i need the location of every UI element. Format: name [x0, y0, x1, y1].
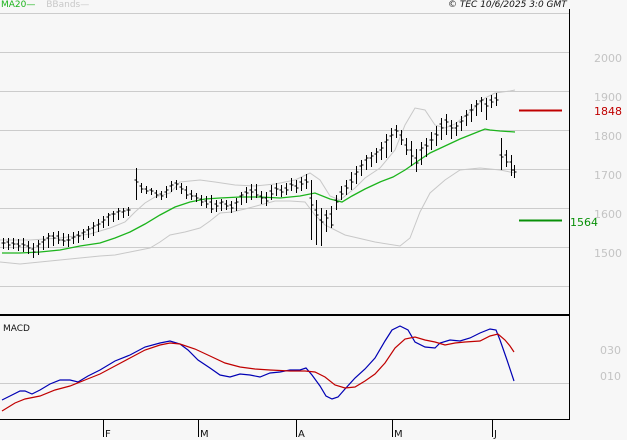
svg-text:1800: 1800	[594, 130, 622, 143]
svg-text:J: J	[493, 429, 497, 440]
y-axis-labels: 2000 1900 1800 1700 1600 1500	[594, 52, 622, 260]
svg-text:F: F	[105, 429, 111, 440]
svg-text:1700: 1700	[594, 169, 622, 182]
x-axis-ticks	[103, 420, 493, 437]
bband-lower-line	[0, 167, 516, 265]
svg-text:1600: 1600	[594, 208, 622, 221]
chart-legend: MA20— BBands—	[1, 0, 89, 11]
bband-upper-line	[0, 89, 516, 241]
svg-text:M: M	[394, 429, 403, 440]
svg-text:030: 030	[600, 344, 621, 357]
svg-text:1500: 1500	[594, 247, 622, 260]
svg-text:1900: 1900	[594, 91, 622, 104]
price-bars	[1, 93, 517, 258]
x-axis-labels: F M A M J	[105, 429, 497, 440]
macd-title: MACD	[3, 324, 30, 334]
resistance-label: 1848	[594, 105, 622, 118]
macd-y-axis-labels: 030 010	[600, 344, 621, 383]
copyright-timestamp: © TEC 10/6/2025 3:0 GMT	[448, 0, 567, 10]
svg-text:010: 010	[600, 370, 621, 383]
legend-ma20: MA20—	[1, 0, 36, 10]
signal-line	[1, 333, 515, 412]
main-gridlines	[0, 13, 569, 287]
svg-text:A: A	[298, 429, 305, 440]
support-label: 1564	[570, 216, 598, 229]
legend-bbands: BBands—	[46, 0, 90, 10]
ma20-line	[2, 128, 516, 254]
macd-line	[1, 325, 515, 401]
svg-text:M: M	[200, 429, 209, 440]
svg-text:2000: 2000	[594, 52, 622, 65]
